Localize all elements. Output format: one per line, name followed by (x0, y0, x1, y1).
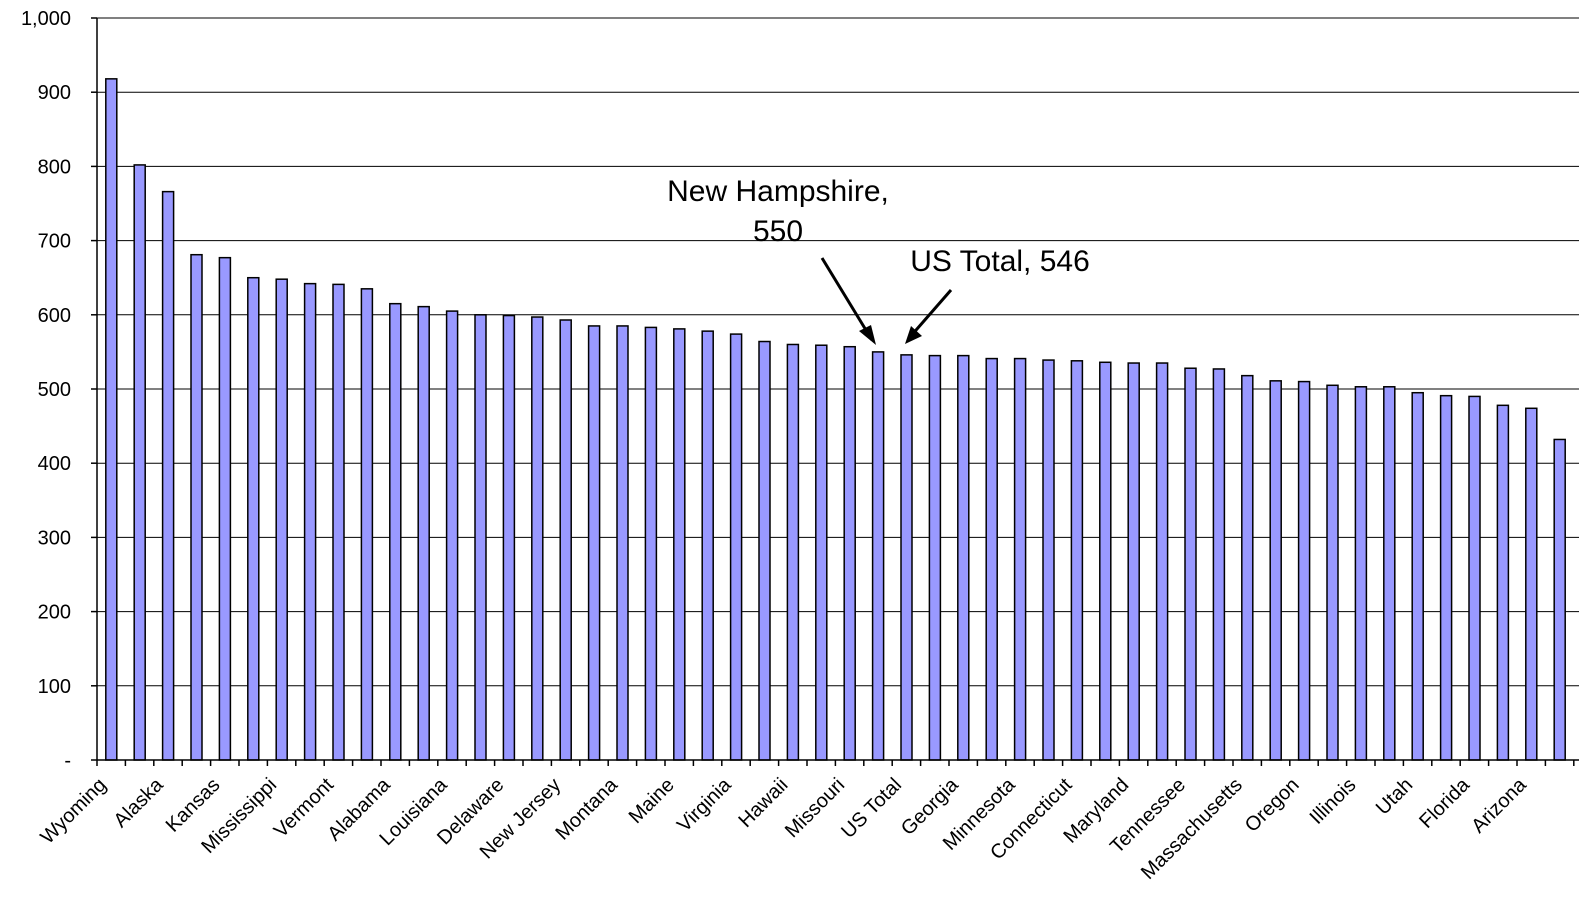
bar-44 (1354, 386, 1368, 761)
category-label: Oregon (1241, 774, 1304, 837)
bar-32 (1013, 357, 1027, 761)
bar-31 (985, 357, 998, 761)
bar-25 (815, 344, 828, 761)
bar-41 (1269, 380, 1282, 761)
annotation-new-hampshire-line2: 550 (753, 215, 803, 248)
bar-16 (559, 319, 572, 761)
axes (91, 17, 1579, 766)
bar-27 (871, 351, 885, 761)
bar-11 (417, 305, 430, 761)
bar-15 (531, 316, 544, 761)
bar-51 (1553, 438, 1566, 761)
y-tick-labels: - 100 200 300 400 500 600 700 800 900 1,000 (21, 8, 71, 772)
bar-48 (1468, 395, 1481, 761)
y-tick-label: 300 (38, 527, 71, 549)
bar-18 (616, 325, 629, 761)
category-label: Wyoming (36, 774, 110, 848)
category-label: Virginia (673, 773, 736, 836)
category-label: Illinois (1306, 774, 1361, 829)
bar-3 (190, 253, 203, 761)
y-tick-label: 900 (38, 82, 71, 104)
category-label: Utah (1372, 774, 1417, 819)
bar-38 (1184, 367, 1197, 761)
bar-5 (247, 276, 260, 761)
bar-24 (786, 343, 800, 761)
bar-6 (275, 278, 288, 761)
y-tick-label: 100 (38, 676, 71, 698)
y-tick-label: 400 (38, 453, 71, 475)
category-label: US Total (837, 774, 906, 843)
category-label: Florida (1415, 773, 1474, 832)
bar-4 (218, 256, 232, 761)
bar-2 (161, 190, 175, 761)
bar-17 (587, 325, 601, 761)
bar-46 (1411, 391, 1424, 761)
bar-47 (1439, 394, 1453, 761)
bar-9 (360, 288, 374, 761)
bar-7 (303, 282, 317, 761)
bar-36 (1127, 362, 1140, 761)
annotation-us-total-arrow (908, 289, 953, 338)
bar-19 (644, 326, 658, 761)
annotation-new-hampshire-arrowhead (859, 325, 876, 345)
bar-22 (729, 333, 743, 761)
bars (105, 78, 1566, 761)
y-tick-label: 500 (38, 379, 71, 401)
bar-45 (1383, 386, 1396, 761)
annotation-new-hampshire-arrow (820, 257, 874, 341)
bar-8 (332, 283, 345, 761)
bar-49 (1496, 404, 1510, 761)
category-label: Alaska (110, 773, 169, 832)
bar-20 (673, 328, 686, 761)
y-tick-label: 600 (38, 305, 71, 327)
y-tick-label: 1,000 (21, 8, 71, 30)
bar-50 (1525, 407, 1538, 761)
bar-13 (474, 314, 487, 761)
bar-30 (957, 354, 970, 761)
bar-40 (1241, 374, 1254, 761)
bar-34 (1070, 360, 1084, 761)
category-label: Massachusetts (1137, 774, 1247, 884)
bar-0 (105, 78, 118, 761)
bar-33 (1042, 359, 1055, 761)
category-label: Montana (551, 773, 622, 844)
y-tick-label: - (64, 750, 71, 772)
bar-39 (1212, 368, 1226, 761)
bar-35 (1099, 361, 1112, 761)
y-tick-label: 700 (38, 231, 71, 253)
category-label: Missouri (781, 774, 849, 842)
annotations: New Hampshire, 550 US Total, 546 (667, 175, 1090, 345)
bar-28 (900, 354, 913, 761)
bar-1 (133, 164, 146, 761)
x-tick-labels: WyomingAlaskaKansasMississippiVermontAla… (36, 773, 1531, 883)
annotation-us-total: US Total, 546 (910, 245, 1090, 278)
bar-23 (758, 340, 771, 761)
category-label: Maine (625, 774, 679, 828)
bar-43 (1326, 384, 1339, 761)
bar-14 (502, 314, 516, 761)
category-label: Arizona (1467, 773, 1531, 837)
bar-10 (389, 302, 402, 761)
y-tick-label: 800 (38, 156, 71, 178)
bar-29 (928, 354, 942, 761)
annotation-new-hampshire-line1: New Hampshire, (667, 175, 889, 208)
bar-26 (843, 345, 856, 761)
annotation-us-total-arrowhead (905, 326, 922, 344)
bar-12 (445, 310, 459, 761)
bar-42 (1297, 380, 1311, 761)
bar-21 (701, 330, 714, 761)
y-tick-label: 200 (38, 602, 71, 624)
bar-37 (1155, 362, 1169, 761)
